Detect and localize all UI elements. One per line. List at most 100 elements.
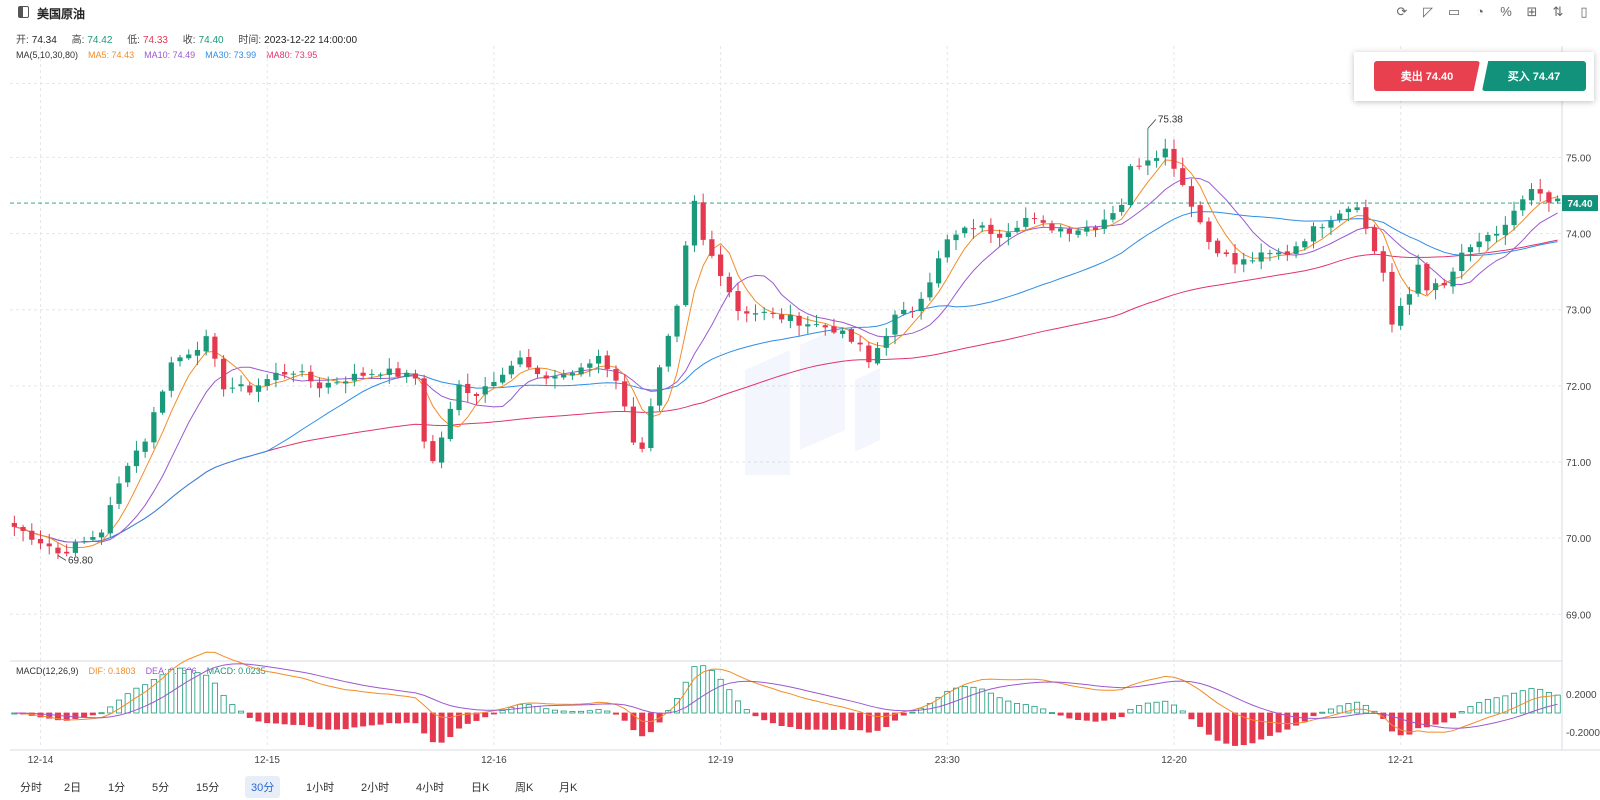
candle-28: [255, 378, 262, 403]
macd-bar-66: [586, 710, 593, 714]
instrument-title: 美国原油: [37, 7, 86, 21]
draw-icon[interactable]: ◸: [1423, 4, 1433, 19]
candle-body: [796, 315, 802, 326]
candle-body: [1145, 160, 1151, 166]
candle-body: [1058, 228, 1064, 232]
candle-81: [717, 245, 724, 286]
candle-body: [1101, 219, 1107, 229]
macd-bar-21: [194, 672, 201, 714]
candle-100: [883, 327, 889, 356]
candle-body: [1511, 210, 1517, 226]
period-10[interactable]: 周K: [515, 782, 534, 794]
candle-body: [944, 239, 950, 258]
candle-129: [1136, 158, 1142, 170]
macd-bar-50: [447, 712, 454, 738]
candle-body: [752, 313, 759, 315]
period-5[interactable]: 30分: [245, 776, 281, 798]
candle-52: [465, 373, 471, 403]
macd-bar-130: [1144, 702, 1151, 714]
sell-button[interactable]: 卖出 74.40: [1374, 61, 1480, 91]
candle-body: [761, 311, 767, 313]
candle-body: [351, 373, 358, 381]
candle-98: [866, 341, 872, 369]
period-9[interactable]: 日K: [471, 782, 490, 794]
candle-body: [55, 547, 61, 554]
candle-body: [1493, 233, 1500, 236]
macd-bar-48: [429, 712, 436, 743]
compare-icon[interactable]: ⇅: [1552, 4, 1564, 19]
macd-bar-118: [1040, 708, 1047, 714]
candle-body: [325, 382, 331, 388]
macd-bar-42: [377, 712, 384, 725]
macd-bar-113: [996, 697, 1003, 714]
macd-bar-95: [839, 712, 846, 730]
price-tick-1: 74.00: [1566, 230, 1591, 241]
candle-body: [717, 254, 724, 276]
candle-68: [604, 350, 610, 378]
candle-body: [465, 383, 471, 393]
macd-bar-86: [761, 712, 768, 721]
macd-bar-154: [1354, 701, 1361, 714]
chart-type-icon[interactable]: ▭: [1447, 4, 1461, 19]
macd-bar-123: [1083, 712, 1090, 721]
candle-body: [72, 542, 79, 553]
percent-icon[interactable]: %: [1500, 4, 1512, 19]
candle-body: [395, 368, 401, 377]
macd-bar-151: [1327, 708, 1334, 714]
candle-72: [639, 437, 645, 453]
period-11[interactable]: 月K: [559, 782, 578, 794]
macd-bar-41: [368, 712, 375, 726]
macd-bar-129: [1136, 705, 1143, 714]
macd-bar-77: [682, 681, 689, 714]
refresh-icon[interactable]: ⟳: [1396, 4, 1408, 19]
trade-panel: 卖出 74.40 买入 74.47: [1354, 52, 1594, 101]
macd-bar-79: [700, 665, 707, 714]
period-8[interactable]: 4小时: [416, 782, 445, 794]
panel-icon[interactable]: ▯: [1580, 4, 1588, 19]
candle-50: [447, 401, 453, 442]
buy-button[interactable]: 买入 74.47: [1482, 61, 1586, 91]
candle-123: [1084, 220, 1090, 237]
period-0[interactable]: 分时: [20, 782, 42, 794]
candle-body: [892, 314, 898, 335]
macd-bar-82: [726, 689, 733, 714]
macd-bar-141: [1240, 712, 1247, 746]
sidebar-toggle-icon[interactable]: [18, 6, 29, 18]
period-3[interactable]: 5分: [152, 782, 170, 794]
candle-body: [90, 537, 96, 540]
period-4[interactable]: 15分: [196, 782, 220, 794]
macd-bar-122: [1075, 712, 1082, 721]
period-6[interactable]: 1小时: [306, 782, 335, 794]
candle-body: [622, 381, 628, 407]
candle-body: [299, 371, 305, 373]
candle-160: [1406, 286, 1413, 316]
period-2[interactable]: 1分: [108, 782, 126, 794]
macd-bar-67: [595, 709, 602, 714]
candle-body: [377, 374, 384, 376]
macd-bar-97: [857, 712, 864, 731]
candle-169: [1485, 231, 1491, 251]
candle-154: [1354, 202, 1360, 213]
candle-33: [299, 364, 305, 377]
macd-bar-62: [551, 709, 558, 714]
candle-body: [883, 335, 889, 348]
candle-162: [1424, 262, 1430, 295]
macd-bar-153: [1345, 703, 1352, 714]
layout-icon[interactable]: ⊞: [1526, 4, 1538, 19]
candle-143: [1258, 243, 1264, 270]
candles: [11, 128, 1561, 560]
period-7[interactable]: 2小时: [361, 782, 390, 794]
ma-legend-item-2: MA10: 74.49: [144, 50, 196, 60]
candle-body: [578, 367, 584, 375]
macd-bar-136: [1197, 712, 1204, 727]
candle-body: [1354, 207, 1360, 210]
period-1[interactable]: 2日: [64, 782, 82, 794]
candle-120: [1058, 224, 1064, 238]
pie-icon[interactable]: ◔: [1476, 4, 1484, 19]
candle-body: [813, 324, 820, 326]
annotation-label-0: 75.38: [1158, 114, 1183, 125]
candle-body: [20, 527, 26, 531]
ohlc-readout: 开: 74.34 高: 74.42 低: 74.33 收: 74.40 时间: 2023-…: [16, 31, 360, 46]
candle-51: [456, 380, 462, 416]
